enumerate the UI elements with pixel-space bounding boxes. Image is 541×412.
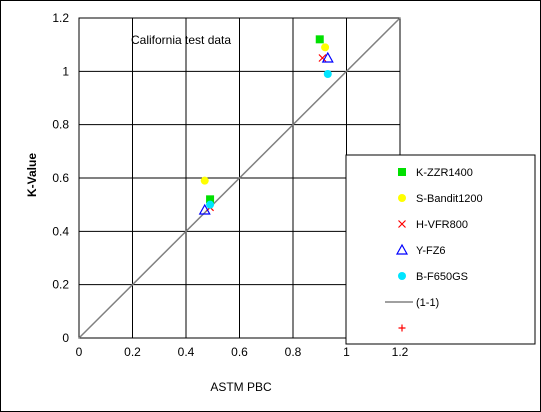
- y-tick-label: 1.2: [52, 11, 69, 25]
- legend-label: K-ZZR1400: [416, 167, 473, 179]
- legend-marker: [398, 272, 406, 280]
- y-axis-title: K-Value: [25, 153, 39, 197]
- data-point: [321, 43, 330, 52]
- x-axis-title: ASTM PBC: [210, 380, 272, 394]
- y-tick-label: 0: [62, 331, 69, 345]
- y-tick-label: 1: [62, 64, 69, 78]
- data-point: [321, 51, 334, 63]
- data-point: [206, 200, 215, 209]
- legend-box: [345, 154, 536, 345]
- x-tick-label: 0.2: [124, 345, 141, 359]
- legend-marker: [398, 194, 406, 202]
- x-tick-label: 0.6: [231, 345, 248, 359]
- legend-label: B-F650GS: [416, 271, 468, 283]
- x-tick-label: 0.4: [178, 345, 195, 359]
- y-tick-label: 0.8: [52, 118, 69, 132]
- y-tick-label: 0.2: [52, 278, 69, 292]
- legend-marker: [398, 324, 406, 332]
- data-point: [318, 54, 327, 62]
- data-point: [206, 195, 215, 204]
- legend-label: S-Bandit1200: [416, 193, 483, 205]
- reference-line: [78, 17, 401, 339]
- legend-marker: [398, 220, 406, 228]
- reference-line-group: [78, 17, 401, 339]
- data-point: [315, 35, 324, 44]
- x-tick-label: 0.8: [285, 345, 302, 359]
- y-tick-label: 0.6: [52, 171, 69, 185]
- x-tick-labels: 0 0.2 0.4 0.6 0.8 1 1.2: [76, 345, 409, 359]
- legend-label: (1-1): [416, 297, 439, 309]
- legend-marker: [395, 243, 409, 255]
- legend-marker: [398, 168, 406, 176]
- data-points: [198, 35, 334, 215]
- data-point: [198, 203, 211, 215]
- data-point: [323, 70, 332, 78]
- x-tick-label: 1.2: [392, 345, 409, 359]
- annotation-text: California test data: [131, 33, 231, 47]
- y-tick-labels: 0 0.2 0.4 0.6 0.8 1 1.2: [52, 11, 69, 345]
- legend: K-ZZR1400 S-Bandit1200 H-VFR800 Y-FZ6 B-F650…: [345, 154, 536, 345]
- legend-label: H-VFR800: [416, 219, 468, 231]
- y-tick-label: 0.4: [52, 224, 69, 238]
- data-point: [200, 176, 209, 185]
- legend-label: Y-FZ6: [416, 245, 446, 257]
- x-tick-label: 0: [76, 345, 83, 359]
- x-tick-label: 1: [343, 345, 350, 359]
